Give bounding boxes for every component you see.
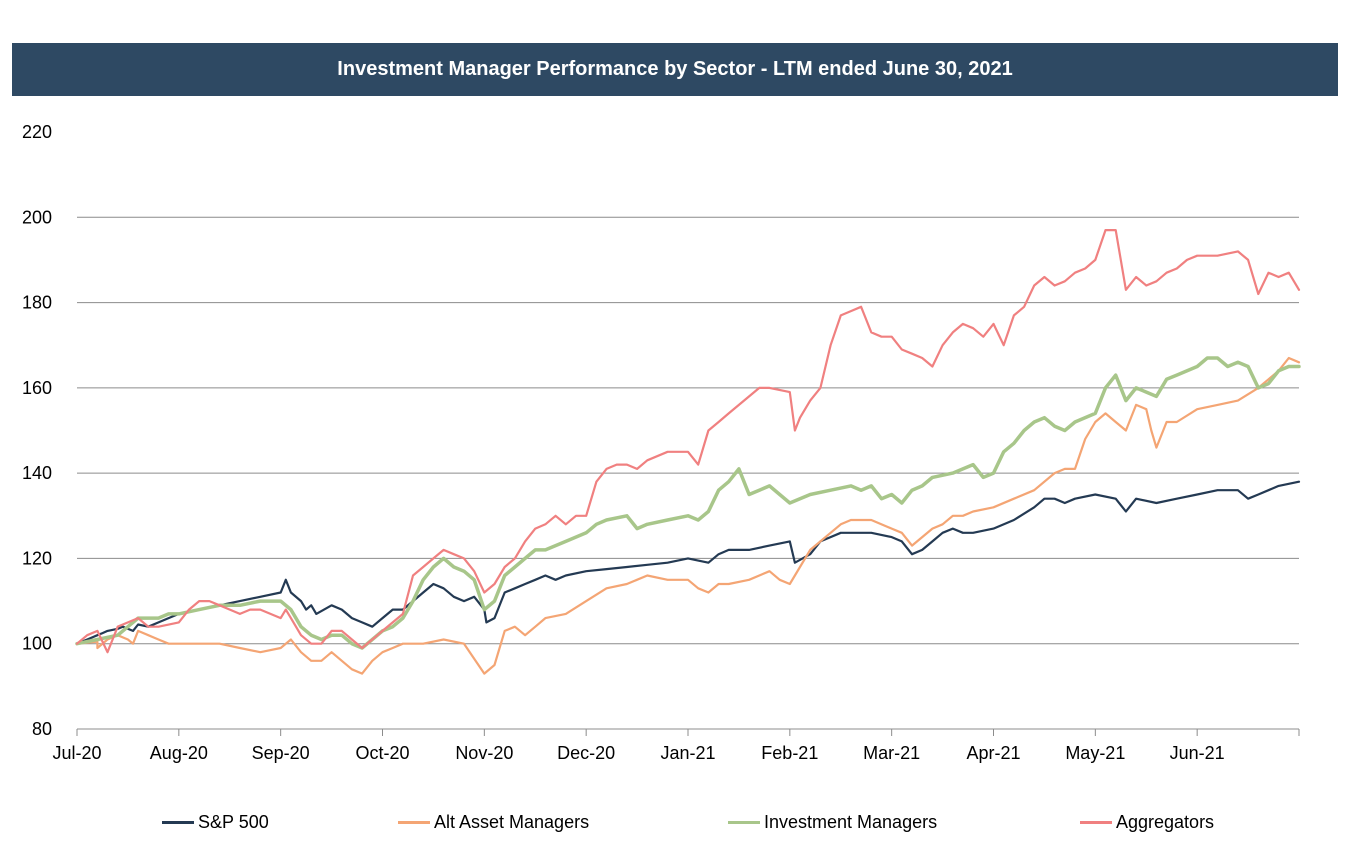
y-tick-label: 120 (22, 548, 52, 568)
y-tick-label: 100 (22, 634, 52, 654)
legend-swatch-alt-asset-managers (398, 821, 430, 824)
x-tick-label: Jun-21 (1170, 743, 1225, 763)
y-tick-label: 140 (22, 463, 52, 483)
x-tick-label: May-21 (1065, 743, 1125, 763)
legend-swatch-aggregators (1080, 821, 1112, 824)
x-tick-label: Jan-21 (660, 743, 715, 763)
legend: S&P 500 Alt Asset Managers Investment Ma… (0, 812, 1362, 842)
x-tick-label: Oct-20 (355, 743, 409, 763)
y-tick-label: 180 (22, 293, 52, 313)
series-line-aggregators (75, 229, 1301, 654)
series-line-s-p-500 (75, 480, 1301, 645)
series-lines (75, 229, 1301, 675)
legend-label-sp500: S&P 500 (198, 812, 269, 832)
legend-swatch-sp500 (162, 821, 194, 824)
x-tick-label: Dec-20 (557, 743, 615, 763)
series-line-investment-managers (75, 356, 1301, 650)
legend-item-investment-managers: Investment Managers (728, 812, 937, 833)
tick-labels: 80 100 120 140 160 180 200 220 Jul-20 Aug-20 Sep-2… (22, 122, 1225, 763)
y-tick-label: 160 (22, 378, 52, 398)
x-tick-label: Jul-20 (52, 743, 101, 763)
legend-label-aggregators: Aggregators (1116, 812, 1215, 832)
y-tick-label: 200 (22, 207, 52, 227)
series-line-alt-asset-managers (75, 356, 1301, 675)
y-tick-label: 80 (32, 719, 52, 739)
x-tick-label: Apr-21 (966, 743, 1020, 763)
legend-label-alt-asset-managers: Alt Asset Managers (434, 812, 590, 832)
y-tick-label: 220 (22, 122, 52, 142)
x-tick-label: Aug-20 (150, 743, 208, 763)
legend-item-alt-asset-managers: Alt Asset Managers (398, 812, 589, 833)
legend-item-sp500: S&P 500 (162, 812, 269, 833)
x-tick-label: Feb-21 (761, 743, 818, 763)
axes (76, 728, 1300, 736)
chart-title: Investment Manager Performance by Sector… (12, 43, 1338, 96)
x-tick-label: Sep-20 (252, 743, 310, 763)
legend-label-investment-managers: Investment Managers (764, 812, 938, 832)
legend-item-aggregators: Aggregators (1080, 812, 1214, 833)
x-tick-label: Mar-21 (863, 743, 920, 763)
x-tick-label: Nov-20 (455, 743, 513, 763)
legend-swatch-investment-managers (728, 821, 760, 824)
